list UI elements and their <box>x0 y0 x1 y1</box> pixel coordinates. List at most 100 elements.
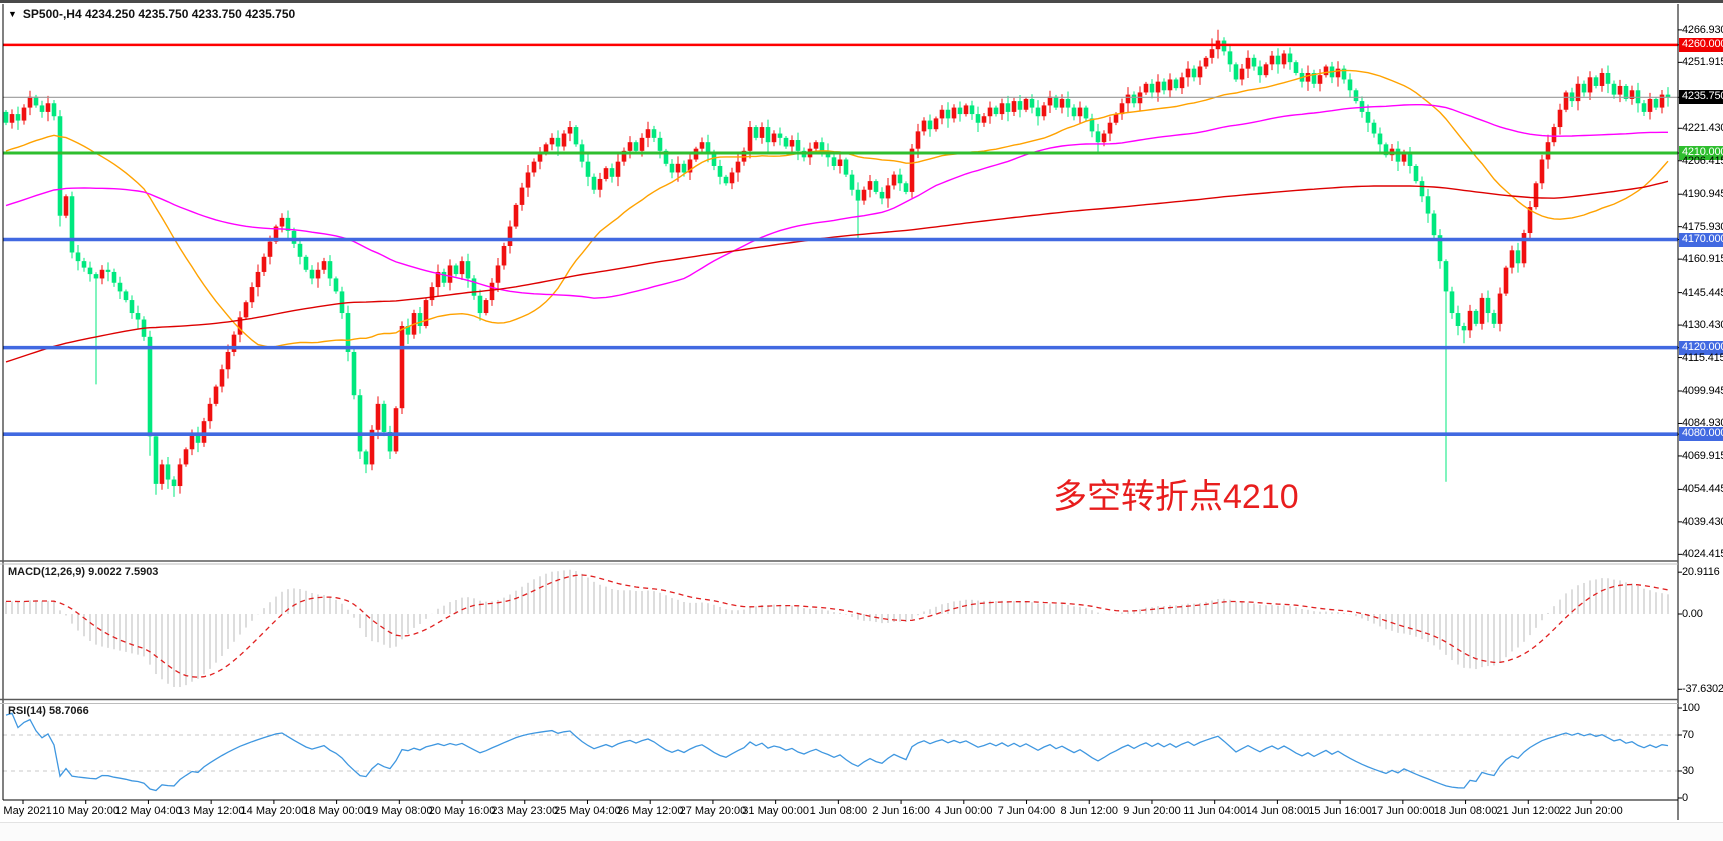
time-label: 8 Jun 12:00 <box>1060 805 1118 817</box>
candle-body <box>1269 55 1275 65</box>
candle-body <box>675 163 681 173</box>
candle-body <box>837 159 843 166</box>
candle-body <box>615 161 621 177</box>
symbol-dropdown-icon[interactable]: ▼ <box>8 8 17 19</box>
candles-layer[interactable] <box>3 29 1671 497</box>
candle-body <box>1281 53 1287 65</box>
candle-body <box>279 217 285 227</box>
candle-body <box>1245 57 1251 69</box>
candle-body <box>549 137 555 145</box>
time-label: 31 May 00:00 <box>742 805 809 817</box>
candle-body <box>1287 53 1293 63</box>
candle-body <box>147 336 153 437</box>
price-label: 4221.430 <box>1682 122 1723 135</box>
candle-body <box>963 105 969 115</box>
candle-body <box>285 217 291 231</box>
candle-body <box>303 256 309 270</box>
candle-body <box>951 107 957 119</box>
candle-body <box>1497 293 1503 324</box>
candle-body <box>1113 114 1119 123</box>
candle-body <box>999 103 1005 115</box>
candle-body <box>537 153 543 162</box>
candle-body <box>1647 98 1653 112</box>
candle-body <box>681 163 687 173</box>
candle-body <box>1443 261 1449 292</box>
bottom-scroll-strip[interactable] <box>0 822 1723 841</box>
candle-body <box>1515 250 1521 264</box>
candle-body <box>1293 62 1299 73</box>
candle-body <box>1455 313 1461 327</box>
candle-body <box>39 105 45 112</box>
time-label: 14 May 20:00 <box>240 805 308 817</box>
candle-body <box>351 351 357 396</box>
macd-axis-label: -37.6302 <box>1682 683 1723 696</box>
candle-body <box>639 137 645 151</box>
candle-body <box>1377 133 1383 145</box>
candle-body <box>1185 68 1191 78</box>
time-label: 10 May 20:00 <box>52 805 120 817</box>
price-label: 4084.930 <box>1682 417 1723 430</box>
candle-body <box>1557 109 1563 128</box>
candle-body <box>381 403 387 432</box>
candle-body <box>501 245 507 266</box>
candle-body <box>1527 207 1533 234</box>
candle-body <box>1155 81 1161 93</box>
candle-body <box>1545 142 1551 160</box>
candle-body <box>645 129 651 138</box>
price-badge-blue: 4080.000 <box>1679 427 1723 442</box>
candle-body <box>723 176 729 184</box>
price-badge-red: 4260.000 <box>1679 37 1723 52</box>
time-label: 23 May 23:00 <box>491 805 559 817</box>
candle-body <box>1083 107 1089 119</box>
candle-body <box>105 269 111 272</box>
candle-body <box>855 189 861 201</box>
candle-body <box>1467 310 1473 331</box>
candle-body <box>1119 103 1125 115</box>
macd-layer <box>5 569 1669 688</box>
time-label: 7 May 2021 <box>0 805 52 817</box>
time-label: 20 May 16:00 <box>428 805 496 817</box>
candle-body <box>111 271 117 283</box>
candle-body <box>897 174 903 184</box>
candle-body <box>393 408 399 452</box>
candle-body <box>213 386 219 404</box>
candle-body <box>849 174 855 190</box>
candle-body <box>1317 75 1323 84</box>
candle-body <box>669 163 675 173</box>
price-badge-green: 4210.000 <box>1679 146 1723 160</box>
candle-body <box>27 96 33 108</box>
chart-title: ▼ SP500-,H4 4234.250 4235.750 4233.750 4… <box>8 7 295 21</box>
candle-body <box>69 196 75 253</box>
candle-body <box>909 148 915 192</box>
candle-body <box>357 395 363 452</box>
candle-body <box>291 230 297 244</box>
candle-body <box>1257 66 1263 76</box>
candle-body <box>627 142 633 151</box>
candle-body <box>1611 83 1617 95</box>
candle-body <box>489 282 495 301</box>
candle-body <box>483 300 489 314</box>
candle-body <box>1623 85 1629 99</box>
candle-body <box>1575 83 1581 102</box>
candle-body <box>657 137 663 151</box>
candle-body <box>1563 92 1569 110</box>
time-label: 1 Jun 08:00 <box>809 805 868 817</box>
candle-body <box>1023 98 1029 110</box>
price-badge-blue: 4120.000 <box>1679 340 1723 355</box>
candle-body <box>957 107 963 115</box>
macd-axis-label: 20.9116 <box>1682 566 1720 579</box>
candle-body <box>87 267 93 275</box>
candle-body <box>477 295 483 314</box>
candle-body <box>1047 96 1053 106</box>
candle-body <box>153 436 159 484</box>
rsi-axis-label: 0 <box>1682 792 1688 804</box>
candle-body <box>405 326 411 335</box>
rsi-axis-label: 100 <box>1682 702 1700 714</box>
candle-body <box>1365 111 1371 123</box>
price-label: 4190.945 <box>1682 188 1723 201</box>
candle-body <box>273 226 279 242</box>
time-label: 4 Jun 00:00 <box>935 805 993 817</box>
candle-body <box>915 131 921 149</box>
candle-body <box>753 127 759 138</box>
